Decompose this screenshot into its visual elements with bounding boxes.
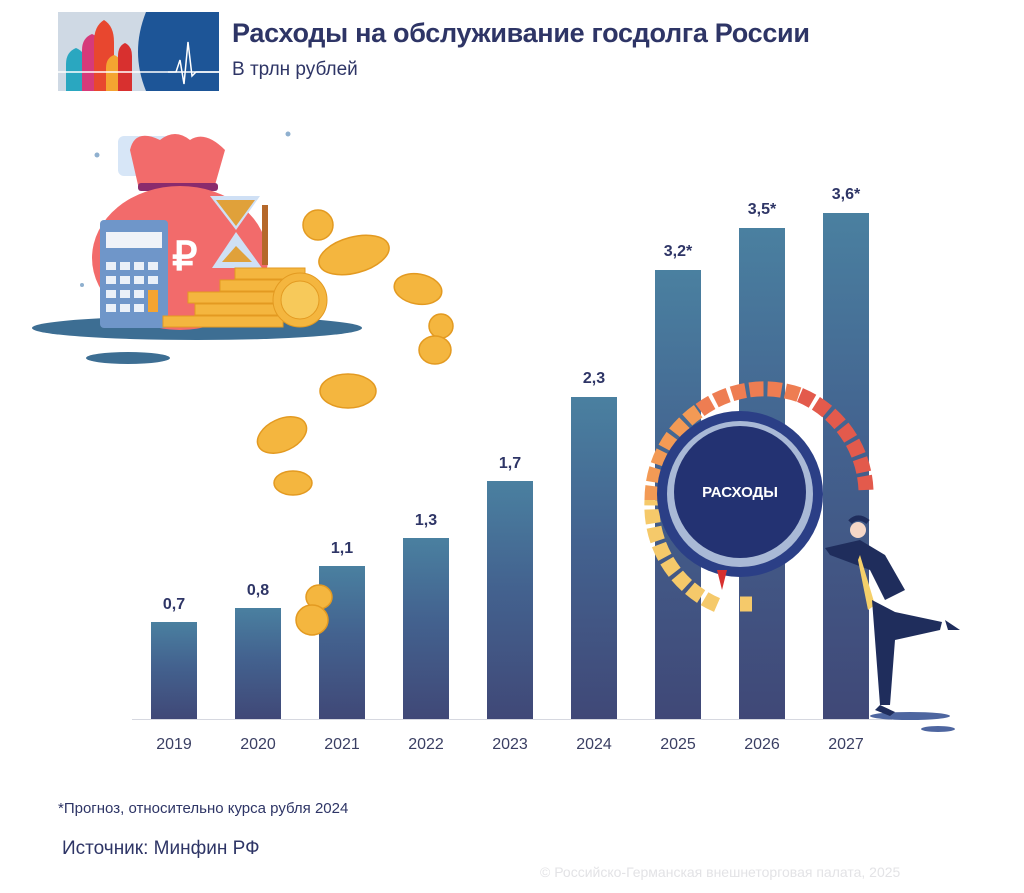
source-label: Источник: Минфин РФ <box>62 838 260 859</box>
x-tick-2022: 2022 <box>408 736 444 753</box>
bar-2026 <box>739 228 785 719</box>
chart-title: Расходы на обслуживание госдолга России <box>232 18 810 48</box>
bar-2023 <box>487 481 533 719</box>
bar-2022 <box>403 538 449 719</box>
bar-2020 <box>235 608 281 719</box>
moscow-cathedral-heartbeat-logo-icon <box>58 12 219 91</box>
x-tick-2025: 2025 <box>660 736 696 753</box>
bar-2021 <box>319 566 365 719</box>
value-label-2024: 2,3 <box>582 370 606 387</box>
x-tick-2027: 2027 <box>828 736 864 753</box>
value-label-2027: 3,6* <box>831 186 861 203</box>
bar-2019 <box>151 622 197 719</box>
x-tick-2021: 2021 <box>324 736 360 753</box>
bar-2024 <box>571 397 617 719</box>
bar-2027 <box>823 213 869 719</box>
value-label-2025: 3,2* <box>663 243 693 260</box>
dial-label: РАСХОДЫ <box>702 484 778 501</box>
value-label-2026: 3,5* <box>747 201 777 218</box>
x-tick-2019: 2019 <box>156 736 192 753</box>
value-label-2021: 1,1 <box>330 540 354 557</box>
x-tick-2023: 2023 <box>492 736 528 753</box>
x-tick-2024: 2024 <box>576 736 612 753</box>
x-tick-2020: 2020 <box>240 736 276 753</box>
value-label-2020: 0,8 <box>246 582 270 599</box>
copyright: © Российско-Германская внешнеторговая па… <box>540 864 901 880</box>
x-tick-2026: 2026 <box>744 736 780 753</box>
chart-subtitle: В трлн рублей <box>232 59 358 80</box>
forecast-note: *Прогноз, относительно курса рубля 2024 <box>58 800 349 817</box>
logo <box>58 12 219 91</box>
value-label-2019: 0,7 <box>162 596 186 613</box>
x-axis-line <box>132 719 892 720</box>
value-label-2022: 1,3 <box>414 512 438 529</box>
value-label-2023: 1,7 <box>498 455 522 472</box>
